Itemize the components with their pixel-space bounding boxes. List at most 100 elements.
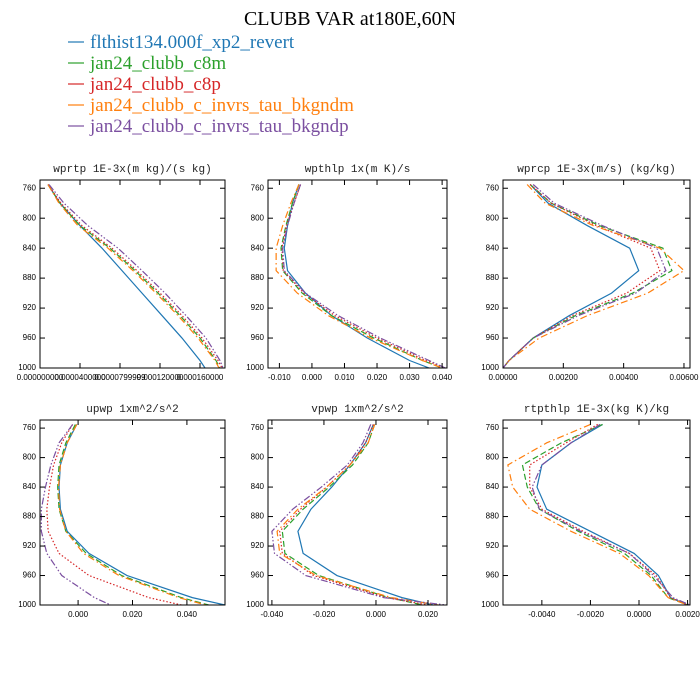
- x-tick-label: -0.020: [313, 610, 336, 619]
- x-tick-label: 0.020: [122, 610, 143, 619]
- series-line: [57, 424, 207, 605]
- y-tick-label: 920: [251, 541, 265, 550]
- x-tick-label: 0.000000000: [17, 373, 64, 382]
- y-tick-label: 1000: [18, 600, 36, 609]
- panel-title: wpthlp 1x(m K)/s: [305, 164, 411, 176]
- panel: upwp 1xm^2/s^2 760 800 840 880 920 960 1000 0.00…: [18, 404, 226, 619]
- y-tick-label: 960: [23, 571, 37, 580]
- x-tick-label: 0.040: [177, 610, 198, 619]
- panel: rtpthlp 1E-3x(kg K)/kg 760 800 840 880 920 960…: [481, 404, 700, 619]
- series-line: [503, 184, 667, 368]
- y-tick-label: 880: [23, 512, 37, 521]
- x-tick-label: 0.030: [400, 373, 421, 382]
- y-tick-label: 800: [23, 213, 37, 222]
- series-line: [276, 424, 439, 605]
- x-tick-label: -0.040: [261, 610, 284, 619]
- y-tick-label: 800: [251, 453, 265, 462]
- y-tick-label: 840: [251, 243, 265, 252]
- y-tick-label: 880: [23, 273, 37, 282]
- figure-title: CLUBB VAR at180E,60N: [244, 8, 456, 30]
- x-tick-label: 0.010: [334, 373, 355, 382]
- y-tick-label: 920: [251, 303, 265, 312]
- plot-frame: [502, 179, 691, 369]
- y-tick-label: 1000: [481, 600, 499, 609]
- x-tick-label: 0.0020: [675, 610, 700, 619]
- y-tick-label: 840: [251, 482, 265, 491]
- y-tick-label: 1000: [246, 600, 264, 609]
- y-tick-label: 1000: [246, 363, 264, 372]
- panel-title: vpwp 1xm^2/s^2: [311, 404, 403, 416]
- x-tick-label: 0.00200: [549, 373, 578, 382]
- series-line: [282, 184, 446, 368]
- y-tick-label: 880: [486, 273, 500, 282]
- x-tick-label: 0.00600: [670, 373, 699, 382]
- y-tick-label: 760: [486, 423, 500, 432]
- y-tick-label: 960: [251, 333, 265, 342]
- series-line: [280, 184, 443, 368]
- x-tick-label: 0.0000400000: [54, 373, 106, 382]
- series-line: [47, 184, 223, 368]
- x-tick-label: -0.010: [268, 373, 291, 382]
- plot-area: [47, 184, 224, 368]
- x-tick-label: 0.000: [68, 610, 89, 619]
- series-line: [40, 424, 111, 605]
- legend-label: jan24_clubb_c_invrs_tau_bkgndp: [89, 116, 349, 137]
- panel-title: upwp 1xm^2/s^2: [86, 404, 178, 416]
- series-line: [503, 184, 685, 368]
- series-line: [57, 424, 209, 605]
- plot-frame: [267, 419, 448, 606]
- plot-area: [503, 184, 685, 368]
- y-tick-label: 760: [23, 183, 37, 192]
- series-line: [48, 184, 224, 368]
- x-tick-label: 0.040: [432, 373, 453, 382]
- series-line: [531, 423, 690, 605]
- series-line: [271, 424, 447, 605]
- y-tick-label: 920: [23, 541, 37, 550]
- y-tick-label: 960: [486, 333, 500, 342]
- plot-area: [275, 184, 446, 368]
- y-tick-label: 1000: [481, 363, 499, 372]
- plot-frame: [502, 419, 691, 606]
- series-line: [297, 424, 434, 605]
- series-line: [503, 184, 661, 368]
- x-tick-label: 0.000120000: [137, 373, 184, 382]
- plot-area: [40, 424, 225, 605]
- panel: wprcp 1E-3x(m/s) (kg/kg) 760 800 840 880 920 9…: [481, 164, 699, 382]
- x-tick-label: 0.020: [367, 373, 388, 382]
- x-tick-label: 0.0000: [627, 610, 652, 619]
- plot-frame: [39, 179, 226, 369]
- series-line: [507, 423, 688, 605]
- y-tick-label: 800: [23, 453, 37, 462]
- x-tick-label: -0.0020: [577, 610, 605, 619]
- y-tick-label: 760: [23, 423, 37, 432]
- x-tick-label: 0.000: [366, 610, 387, 619]
- x-tick-label: 0.00400: [609, 373, 638, 382]
- y-tick-label: 840: [486, 243, 500, 252]
- legend-label: jan24_clubb_c8p: [89, 74, 221, 95]
- y-tick-label: 1000: [18, 363, 36, 372]
- legend: flthist134.000f_xp2_revert jan24_clubb_c8…: [68, 32, 354, 137]
- x-tick-label: -0.0040: [528, 610, 556, 619]
- y-tick-label: 760: [251, 423, 265, 432]
- panel-title: wprcp 1E-3x(m/s) (kg/kg): [517, 164, 675, 176]
- legend-label: flthist134.000f_xp2_revert: [90, 32, 295, 53]
- series-line: [521, 423, 688, 605]
- plot-area: [271, 424, 447, 605]
- series-line: [275, 184, 443, 368]
- y-tick-label: 800: [251, 213, 265, 222]
- y-tick-label: 840: [486, 482, 500, 491]
- y-tick-label: 800: [486, 213, 500, 222]
- series-line: [47, 184, 221, 368]
- panel: wpthlp 1x(m K)/s 760 800 840 880 920 960 1000 -0…: [246, 164, 452, 382]
- series-line: [279, 424, 429, 605]
- series-line: [281, 424, 423, 605]
- y-tick-label: 920: [486, 541, 500, 550]
- x-tick-label: 0.00000: [489, 373, 518, 382]
- panel-title: rtpthlp 1E-3x(kg K)/kg: [524, 404, 669, 416]
- x-tick-label: 0.000160000: [177, 373, 224, 382]
- plot-area: [507, 423, 690, 605]
- y-tick-label: 920: [23, 303, 37, 312]
- y-tick-label: 960: [486, 571, 500, 580]
